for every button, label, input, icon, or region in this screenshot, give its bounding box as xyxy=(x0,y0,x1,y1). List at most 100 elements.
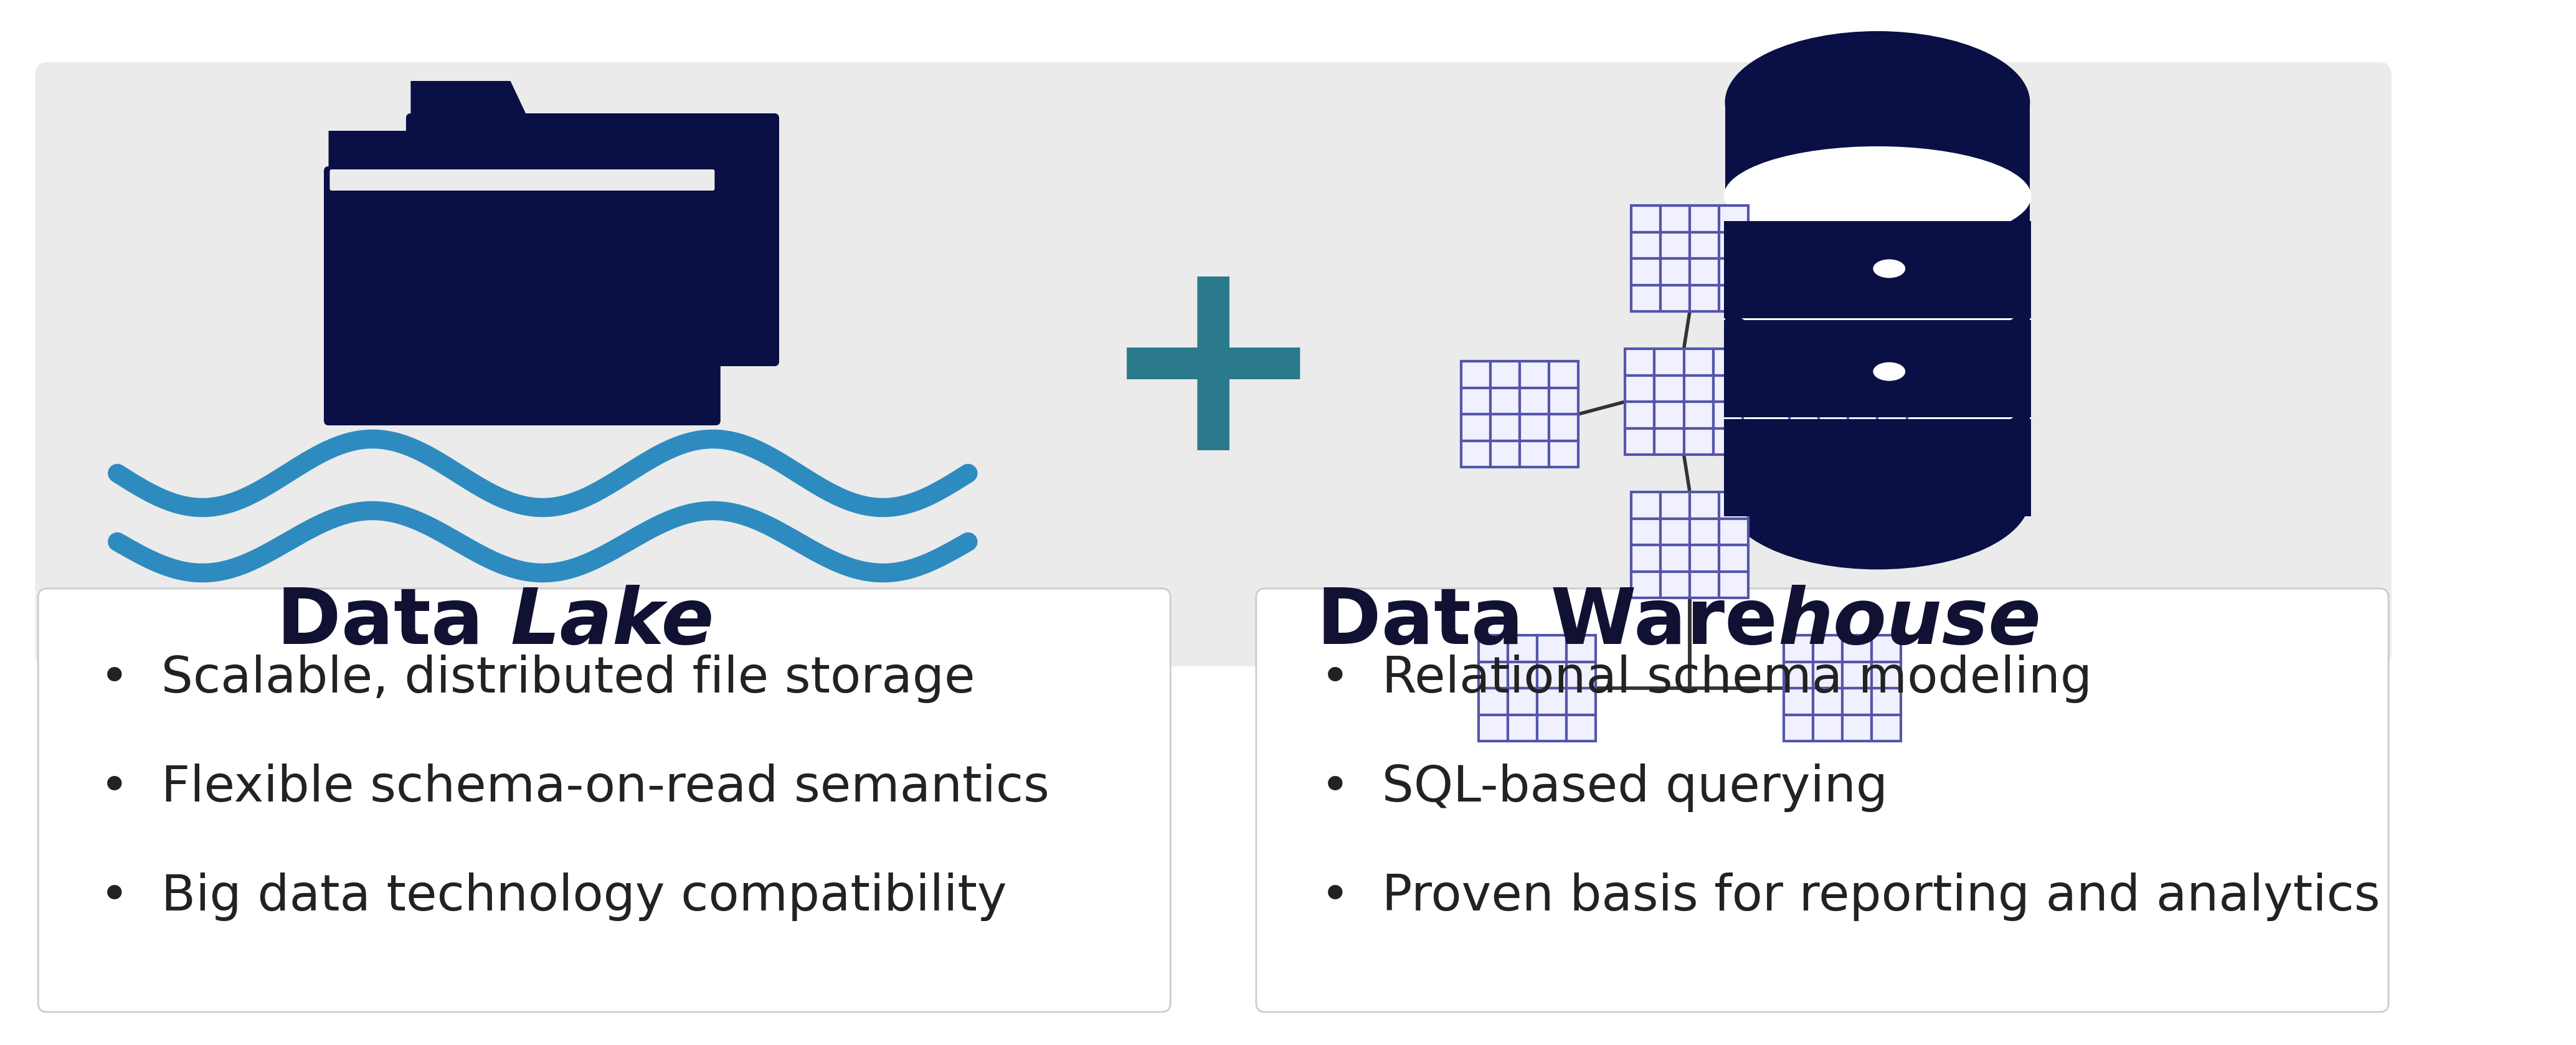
Bar xyxy=(1814,661,1842,689)
Bar xyxy=(1662,258,1690,285)
Bar xyxy=(1631,518,1662,544)
Bar xyxy=(1507,635,1538,661)
Bar xyxy=(1538,689,1566,715)
Bar xyxy=(1520,362,1548,388)
Bar xyxy=(1713,428,1741,455)
FancyBboxPatch shape xyxy=(1257,588,2388,1012)
Bar xyxy=(1814,689,1842,715)
Bar xyxy=(1479,715,1507,741)
Bar xyxy=(1548,414,1579,441)
Bar xyxy=(1625,349,1654,375)
Text: house: house xyxy=(1777,585,2040,660)
Bar xyxy=(1873,635,1901,661)
Bar xyxy=(1783,715,1814,741)
Bar xyxy=(1461,441,1492,467)
Bar xyxy=(1790,441,1819,467)
Bar xyxy=(410,115,775,124)
Bar xyxy=(1538,715,1566,741)
Text: •  Relational schema modeling: • Relational schema modeling xyxy=(1319,654,2092,703)
Bar xyxy=(1507,661,1538,689)
Bar xyxy=(330,168,716,178)
Bar xyxy=(1690,544,1718,572)
Bar xyxy=(1819,388,1847,414)
Text: Data: Data xyxy=(276,585,510,660)
Bar xyxy=(1662,285,1690,311)
Bar xyxy=(1783,689,1814,715)
Bar xyxy=(1625,428,1654,455)
Bar xyxy=(1819,414,1847,441)
Bar xyxy=(1631,572,1662,598)
Bar xyxy=(1461,388,1492,414)
Bar xyxy=(1662,544,1690,572)
Bar xyxy=(1873,661,1901,689)
Bar xyxy=(1507,689,1538,715)
Text: •  Scalable, distributed file storage: • Scalable, distributed file storage xyxy=(100,654,976,703)
Bar xyxy=(1713,349,1741,375)
FancyBboxPatch shape xyxy=(39,588,1170,1012)
Bar xyxy=(1492,414,1520,441)
Bar xyxy=(1723,320,2030,417)
Polygon shape xyxy=(330,131,459,171)
Bar xyxy=(1847,388,1878,414)
Bar xyxy=(1538,635,1566,661)
Bar xyxy=(1718,232,1749,258)
Bar xyxy=(1520,388,1548,414)
Bar xyxy=(1662,572,1690,598)
Ellipse shape xyxy=(1873,259,1906,278)
Bar xyxy=(1461,362,1492,388)
Bar xyxy=(1566,715,1597,741)
Bar xyxy=(1790,362,1819,388)
Ellipse shape xyxy=(1723,146,2030,246)
Bar xyxy=(1814,715,1842,741)
Bar xyxy=(1662,492,1690,518)
Bar xyxy=(1566,689,1597,715)
Ellipse shape xyxy=(1726,427,2030,570)
Bar xyxy=(1790,388,1819,414)
Bar xyxy=(1713,375,1741,401)
Bar xyxy=(1819,441,1847,467)
Bar xyxy=(1654,349,1685,375)
Bar xyxy=(1690,492,1718,518)
Bar xyxy=(1685,401,1713,428)
Bar xyxy=(1566,661,1597,689)
Bar xyxy=(1723,419,2030,516)
Bar xyxy=(1718,258,1749,285)
Bar xyxy=(1548,362,1579,388)
Bar xyxy=(1662,232,1690,258)
Bar xyxy=(1625,375,1654,401)
Bar xyxy=(1685,349,1713,375)
Bar xyxy=(1878,441,1906,467)
Ellipse shape xyxy=(1723,344,2030,444)
Bar xyxy=(1847,441,1878,467)
Bar xyxy=(1631,492,1662,518)
Bar xyxy=(1492,362,1520,388)
Bar xyxy=(1690,258,1718,285)
Bar xyxy=(1690,518,1718,544)
Bar xyxy=(1625,401,1654,428)
Bar xyxy=(1878,414,1906,441)
Text: •  Big data technology compatibility: • Big data technology compatibility xyxy=(100,873,1007,921)
Text: +: + xyxy=(1097,239,1329,508)
Bar xyxy=(1479,661,1507,689)
Bar xyxy=(1718,285,1749,311)
Bar xyxy=(1783,635,1814,661)
Bar xyxy=(1842,635,1873,661)
Bar xyxy=(1631,232,1662,258)
Bar xyxy=(1814,635,1842,661)
Text: Data Ware: Data Ware xyxy=(1316,585,1777,660)
Ellipse shape xyxy=(1723,246,2030,345)
Bar xyxy=(1520,441,1548,467)
Bar xyxy=(1718,544,1749,572)
Bar xyxy=(1690,206,1718,232)
Text: •  Flexible schema-on-read semantics: • Flexible schema-on-read semantics xyxy=(100,764,1048,812)
Bar xyxy=(1723,222,2030,319)
Bar xyxy=(1713,401,1741,428)
Bar xyxy=(1631,544,1662,572)
Bar xyxy=(1492,441,1520,467)
Bar xyxy=(1662,206,1690,232)
Bar xyxy=(1842,689,1873,715)
Bar xyxy=(1718,572,1749,598)
Bar xyxy=(1631,258,1662,285)
Bar xyxy=(1654,401,1685,428)
Bar xyxy=(1654,375,1685,401)
